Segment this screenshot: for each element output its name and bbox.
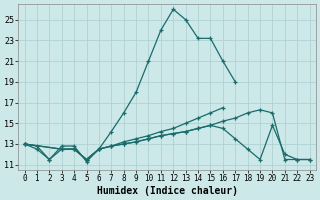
X-axis label: Humidex (Indice chaleur): Humidex (Indice chaleur) [97, 186, 237, 196]
